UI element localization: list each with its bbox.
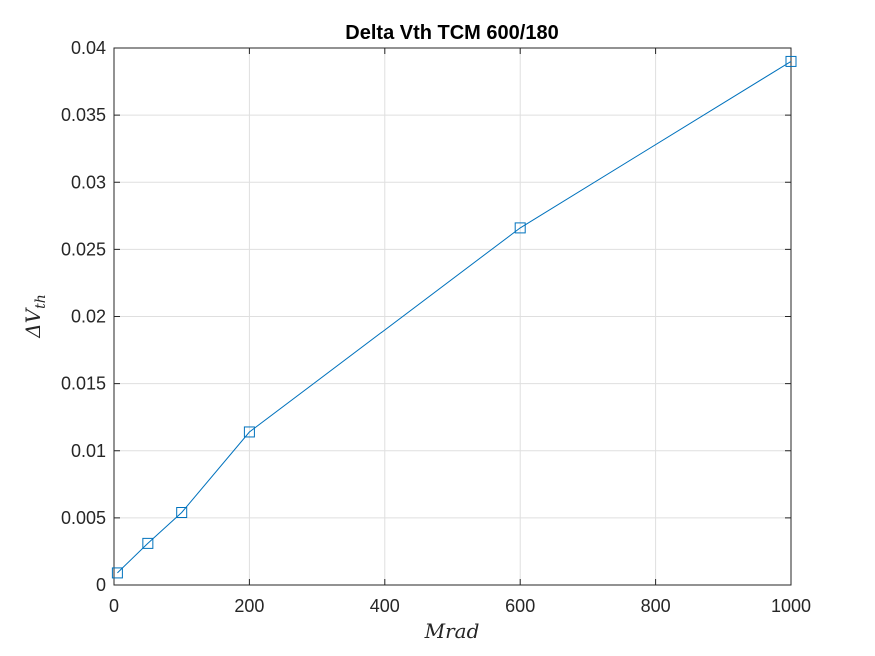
data-point-marker <box>785 55 797 67</box>
y-tick-label: 0.015 <box>61 374 106 394</box>
x-tick-label: 200 <box>234 596 264 616</box>
y-tick-label: 0.01 <box>71 441 106 461</box>
series-group <box>111 55 797 579</box>
data-point-marker <box>243 426 255 438</box>
x-tick-label: 600 <box>505 596 535 616</box>
y-tick-label: 0.04 <box>71 38 106 58</box>
y-tick-label: 0.03 <box>71 172 106 192</box>
y-tick-label: 0.005 <box>61 508 106 528</box>
y-tick-label: 0 <box>96 575 106 595</box>
x-tick-label: 400 <box>370 596 400 616</box>
x-tick-label: 0 <box>109 596 119 616</box>
x-tick-label: 800 <box>641 596 671 616</box>
data-point-marker <box>111 567 123 579</box>
grid-lines <box>114 48 791 585</box>
data-point-marker <box>142 537 154 549</box>
axis-ticks: 0 200 400 600 800 1000 0 0.005 0.01 0.015 0.02 0.02… <box>61 38 811 616</box>
y-axis-label-subscript: th <box>33 294 49 309</box>
y-tick-label: 0.025 <box>61 239 106 259</box>
data-point-marker <box>514 222 526 234</box>
data-point-marker <box>176 507 188 519</box>
x-axis-label: Mrad <box>424 619 480 643</box>
y-tick-label: 0.02 <box>71 307 106 327</box>
x-tick-label: 1000 <box>771 596 811 616</box>
y-axis-label: ΔVth <box>21 294 49 339</box>
chart-title: Delta Vth TCM 600/180 <box>345 22 558 44</box>
y-axis-label-main: ΔV <box>21 306 45 338</box>
y-tick-label: 0.035 <box>61 105 106 125</box>
